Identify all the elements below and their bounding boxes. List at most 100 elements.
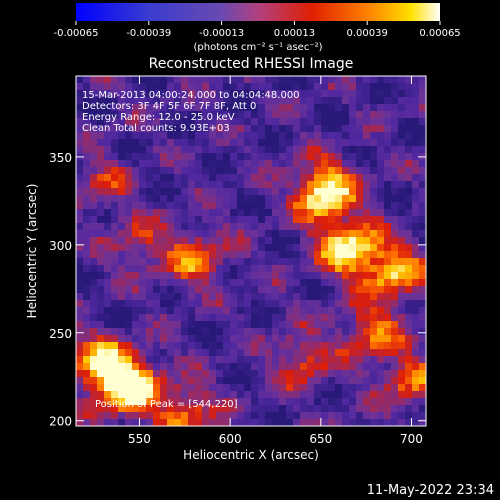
- heatmap-cell: [111, 370, 119, 378]
- heatmap-cell: [139, 391, 147, 399]
- heatmap-cell: [321, 83, 329, 91]
- heatmap-cell: [223, 314, 231, 322]
- heatmap-cell: [300, 258, 308, 266]
- heatmap-cell: [398, 153, 406, 161]
- heatmap-cell: [216, 370, 224, 378]
- heatmap-cell: [244, 377, 252, 385]
- colorbar: [76, 3, 440, 21]
- heatmap-cell: [279, 405, 287, 413]
- heatmap-cell: [181, 125, 189, 133]
- heatmap-cell: [391, 160, 399, 168]
- chart-title: Reconstructed RHESSI Image: [149, 56, 354, 72]
- heatmap-cell: [258, 244, 266, 252]
- heatmap-cell: [419, 76, 426, 84]
- heatmap-cell: [146, 153, 154, 161]
- heatmap-cell: [391, 118, 399, 126]
- heatmap-cell: [377, 230, 385, 238]
- heatmap-cell: [251, 405, 259, 413]
- heatmap-cell: [258, 286, 266, 294]
- heatmap-cell: [118, 314, 126, 322]
- heatmap-cell: [293, 356, 301, 364]
- heatmap-cell: [377, 97, 385, 105]
- heatmap-cell: [363, 286, 371, 294]
- heatmap-cell: [286, 118, 294, 126]
- heatmap-cell: [90, 76, 98, 84]
- heatmap-cell: [237, 363, 245, 371]
- heatmap-cell: [97, 223, 105, 231]
- heatmap-cell: [118, 300, 126, 308]
- heatmap-cell: [195, 335, 203, 343]
- heatmap-cell: [356, 244, 364, 252]
- heatmap-cell: [160, 188, 168, 196]
- heatmap-cell: [188, 216, 196, 224]
- heatmap-cell: [230, 223, 238, 231]
- heatmap-cell: [160, 265, 168, 273]
- heatmap-cell: [97, 237, 105, 245]
- heatmap-cell: [237, 356, 245, 364]
- heatmap-cell: [83, 76, 91, 84]
- heatmap-cell: [370, 160, 378, 168]
- heatmap-cell: [398, 363, 406, 371]
- heatmap-cell: [174, 300, 182, 308]
- heatmap-cell: [237, 258, 245, 266]
- heatmap-cell: [216, 167, 224, 175]
- heatmap-cell: [272, 244, 280, 252]
- heatmap-cell: [377, 111, 385, 119]
- heatmap-cell: [153, 97, 161, 105]
- heatmap-cell: [335, 90, 343, 98]
- heatmap-cell: [258, 342, 266, 350]
- heatmap-cell: [104, 419, 112, 426]
- heatmap-cell: [244, 391, 252, 399]
- heatmap-cell: [97, 230, 105, 238]
- heatmap-cell: [153, 321, 161, 329]
- heatmap-cell: [167, 265, 175, 273]
- heatmap-cell: [209, 132, 217, 140]
- heatmap-cell: [293, 118, 301, 126]
- heatmap-cell: [244, 286, 252, 294]
- heatmap-cell: [132, 153, 140, 161]
- heatmap-cell: [202, 97, 210, 105]
- heatmap-cell: [356, 349, 364, 357]
- heatmap-cell: [202, 139, 210, 147]
- heatmap-cell: [356, 335, 364, 343]
- heatmap-cell: [230, 146, 238, 154]
- heatmap-cell: [153, 279, 161, 287]
- heatmap-cell: [412, 202, 420, 210]
- heatmap-cell: [202, 258, 210, 266]
- heatmap-cell: [244, 160, 252, 168]
- heatmap-cell: [335, 209, 343, 217]
- heatmap-cell: [258, 293, 266, 301]
- heatmap-cell: [384, 377, 392, 385]
- heatmap-cell: [83, 384, 91, 392]
- heatmap-cell: [125, 307, 133, 315]
- heatmap-cell: [97, 300, 105, 308]
- heatmap-cell: [237, 104, 245, 112]
- heatmap-cell: [188, 83, 196, 91]
- heatmap-cell: [391, 258, 399, 266]
- heatmap-cell: [391, 97, 399, 105]
- heatmap-cell: [398, 139, 406, 147]
- heatmap-cell: [174, 370, 182, 378]
- heatmap-cell: [216, 174, 224, 182]
- heatmap-cell: [132, 335, 140, 343]
- heatmap-cell: [132, 237, 140, 245]
- heatmap-cell: [167, 188, 175, 196]
- heatmap-cell: [328, 167, 336, 175]
- heatmap-cell: [223, 300, 231, 308]
- heatmap-cell: [398, 118, 406, 126]
- heatmap-cell: [104, 286, 112, 294]
- heatmap-cell: [419, 314, 426, 322]
- heatmap-cell: [125, 132, 133, 140]
- heatmap-cell: [356, 363, 364, 371]
- heatmap-cell: [216, 335, 224, 343]
- heatmap-cell: [300, 202, 308, 210]
- heatmap-cell: [167, 251, 175, 259]
- heatmap-cell: [132, 258, 140, 266]
- heatmap-cell: [377, 307, 385, 315]
- heatmap-cell: [111, 272, 119, 280]
- heatmap-cell: [111, 363, 119, 371]
- heatmap-cell: [342, 153, 350, 161]
- heatmap-cell: [391, 286, 399, 294]
- heatmap-cell: [223, 419, 231, 426]
- heatmap-cell: [335, 167, 343, 175]
